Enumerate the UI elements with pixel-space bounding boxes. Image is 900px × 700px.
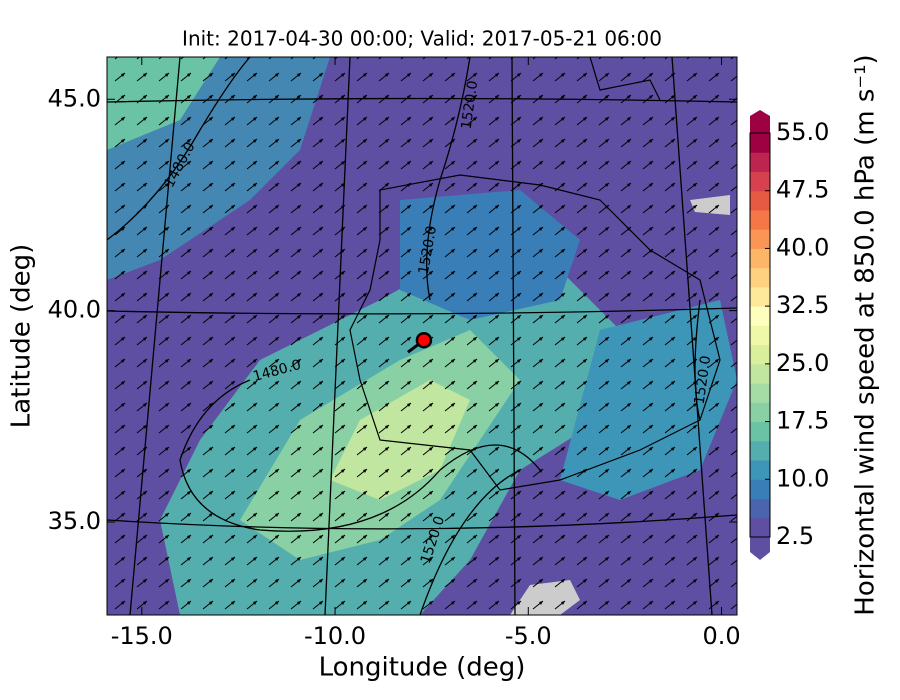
colorbar-tick-label: 10.0 (776, 464, 829, 492)
colorbar-band (750, 421, 770, 442)
colorbar-band (750, 306, 770, 326)
chart-title: Init: 2017-04-30 00:00; Valid: 2017-05-2… (182, 27, 662, 51)
colorbar-extend-bottom (750, 537, 770, 560)
colorbar-band (750, 460, 770, 480)
colorbar-band (750, 133, 770, 153)
plot-frame (106, 56, 738, 616)
colorbar-band (750, 248, 770, 269)
colorbar-band (750, 229, 770, 249)
colorbar-band (750, 363, 770, 384)
colorbar-tick-label: 2.5 (776, 522, 814, 550)
contour-label: 1520.0 (459, 80, 482, 131)
colorbar-band (750, 171, 770, 192)
colorbar-band (750, 440, 770, 461)
y-tick-label: 40.0 (48, 296, 101, 324)
colorbar-tick-label: 47.5 (776, 176, 829, 204)
colorbar-band (750, 267, 770, 288)
colorbar-band (750, 402, 770, 423)
colorbar-tick-label: 40.0 (776, 233, 829, 261)
colorbar-frame (749, 132, 771, 538)
colorbar-tick-label: 55.0 (776, 118, 829, 146)
coastline (349, 57, 721, 491)
colorbar-band (750, 190, 770, 211)
x-axis-label: Longitude (deg) (319, 653, 526, 683)
map-field (107, 57, 737, 615)
x-tick-label: -10.0 (304, 622, 366, 650)
colorbar-band (750, 344, 770, 365)
colorbar-tick-label: 17.5 (776, 407, 829, 435)
colorbar-band (750, 152, 770, 172)
colorbar-band (750, 209, 770, 230)
location-marker (415, 331, 433, 349)
x-tick-label: -5.0 (505, 622, 552, 650)
colorbar-tick-label: 25.0 (776, 349, 829, 377)
height-contours (107, 57, 701, 615)
colorbar-tick-label: 32.5 (776, 291, 829, 319)
colorbar-band (750, 517, 770, 538)
y-tick-label: 35.0 (48, 507, 101, 535)
colorbar-band (750, 383, 770, 403)
colorbar-label: Horizontal wind speed at 850.0 hPa (m s⁻… (851, 54, 881, 615)
colorbar-band (750, 479, 770, 500)
graticule (107, 57, 737, 615)
x-tick-label: -15.0 (111, 622, 173, 650)
colorbar-band (750, 498, 770, 519)
colorbar-extend-top (750, 110, 770, 133)
contour-label: 1520.0 (692, 355, 715, 406)
x-tick-label: 0.0 (702, 622, 740, 650)
colorbar-band (750, 286, 770, 307)
y-axis-label: Latitude (deg) (7, 244, 37, 429)
y-tick-label: 45.0 (48, 84, 101, 112)
colorbar-band (750, 325, 770, 346)
